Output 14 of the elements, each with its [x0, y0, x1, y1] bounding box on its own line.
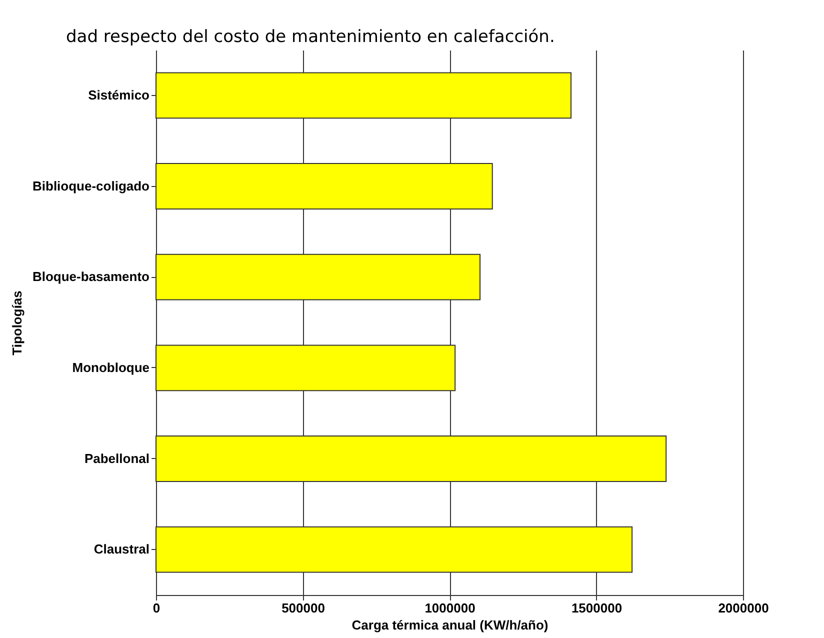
y-tick-label: Bloque-basamento — [32, 269, 150, 284]
y-tick-label: Pabellonal — [84, 450, 150, 466]
x-axis-title: Carga térmica anual (KW/h/año) — [352, 618, 548, 632]
x-tick-label: 0 — [152, 600, 160, 616]
y-axis-title: Tipologías — [9, 290, 24, 356]
x-tick-label: 1000000 — [424, 600, 476, 616]
x-tick-label: 1500000 — [571, 600, 622, 616]
y-tick-label: Monobloque — [72, 360, 150, 375]
x-tick-label: 2000000 — [718, 600, 769, 616]
text: dad respecto del costo de mantenimiento en calefacción. — [66, 27, 555, 47]
y-tick-label: Sistémico — [88, 87, 150, 102]
x-tick-label: 500000 — [282, 600, 325, 616]
y-tick-label: Claustral — [94, 542, 150, 557]
y-tick-label: Biblioque-coligado — [32, 178, 150, 194]
